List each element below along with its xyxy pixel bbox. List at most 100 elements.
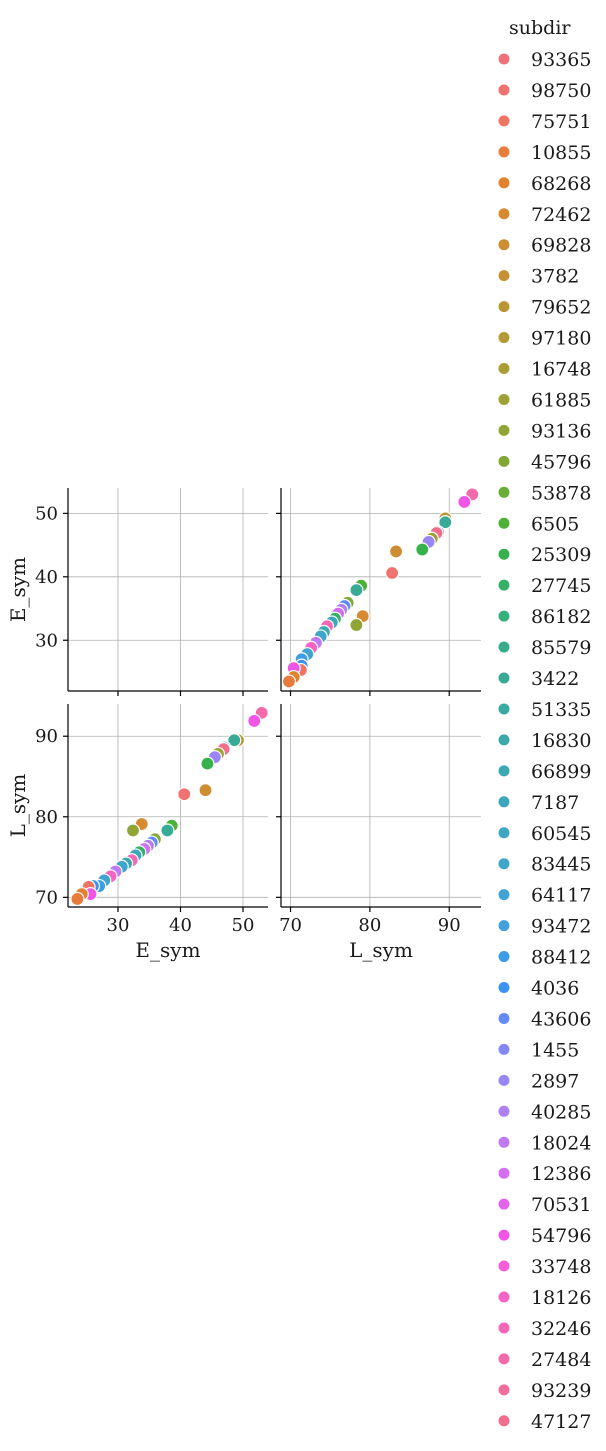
y-axis-label-L_sym: L_sym [6, 774, 30, 838]
legend-marker [498, 827, 510, 839]
legend-item: 16830 [498, 730, 591, 752]
panel-E_sym-vs-E_sym: 30 40 50 [35, 488, 268, 696]
legend-label: 93365 [531, 49, 591, 71]
legend-marker [498, 177, 510, 189]
legend-item: 25309 [498, 544, 591, 566]
legend-label: 69828 [531, 235, 591, 257]
legend-label: 85579 [531, 637, 591, 659]
x-tick-label: 30 [107, 915, 130, 936]
legend-label: 27484 [531, 1349, 591, 1371]
y-axis-label-E_sym: E_sym [6, 557, 30, 622]
legend-marker [498, 672, 510, 684]
legend-item: 43606 [498, 1008, 591, 1030]
legend-item: 72462 [498, 204, 591, 226]
legend-marker [498, 1353, 510, 1365]
legend-label: 2897 [531, 1070, 579, 1092]
legend-item: 70531 [498, 1194, 591, 1216]
legend-marker [498, 1322, 510, 1334]
legend-item: 54796 [498, 1225, 591, 1247]
y-tick-label: 40 [35, 567, 58, 588]
legend-item: 97180 [498, 328, 591, 350]
legend-marker [498, 517, 510, 529]
legend-marker [498, 1384, 510, 1396]
legend-marker [498, 84, 510, 96]
legend-item: 3422 [498, 668, 579, 690]
legend-item: 60545 [498, 823, 591, 845]
y-tick-label: 50 [35, 503, 58, 524]
legend-item: 51335 [498, 699, 591, 721]
legend-marker [498, 393, 510, 405]
legend-item: 93365 [498, 49, 591, 71]
legend-marker [498, 641, 510, 653]
x-axis-label-L_sym: L_sym [349, 938, 413, 962]
legend-item: 85579 [498, 637, 591, 659]
legend-marker [498, 208, 510, 220]
legend-marker [498, 920, 510, 932]
y-tick-label: 90 [35, 726, 58, 747]
legend-label: 6505 [531, 513, 579, 535]
legend-item: 12386 [498, 1163, 591, 1185]
legend-label: 93239 [531, 1380, 591, 1402]
y-tick-label: 70 [35, 887, 58, 908]
legend-marker [498, 548, 510, 560]
scatter-point [227, 733, 242, 748]
legend-marker [498, 332, 510, 344]
legend-item: 53878 [498, 482, 591, 504]
legend-item: 79652 [498, 297, 591, 319]
legend-marker [498, 1012, 510, 1024]
legend-marker [498, 579, 510, 591]
legend-marker [498, 1043, 510, 1055]
legend-label: 16748 [531, 359, 591, 381]
legend-label: 97180 [531, 328, 591, 350]
legend-item: 75751 [498, 111, 591, 133]
legend-label: 33748 [531, 1256, 591, 1278]
legend-marker [498, 951, 510, 963]
legend-label: 64117 [531, 885, 591, 907]
legend-item: 6505 [498, 513, 579, 535]
x-axis-label-E_sym: E_sym [135, 938, 200, 962]
legend-item: 93472 [498, 916, 591, 938]
legend: subdir 93365 98750 75751 10855 68268 72462 6982… [498, 17, 591, 1433]
legend-label: 83445 [531, 854, 591, 876]
scatter-point [198, 783, 213, 798]
legend-item: 68268 [498, 173, 591, 195]
legend-marker [498, 146, 510, 158]
legend-marker [498, 301, 510, 313]
legend-marker [498, 486, 510, 498]
legend-item: 86182 [498, 606, 591, 628]
legend-item: 33748 [498, 1256, 591, 1278]
y-tick-label: 30 [35, 630, 58, 651]
scatter-point [200, 756, 215, 771]
scatter-point [177, 787, 192, 802]
legend-marker [498, 239, 510, 251]
legend-item: 2897 [498, 1070, 579, 1092]
legend-label: 75751 [531, 111, 591, 133]
legend-label: 47127 [531, 1411, 591, 1433]
legend-marker [498, 270, 510, 282]
legend-marker [498, 1136, 510, 1148]
legend-marker [498, 796, 510, 808]
legend-item: 27745 [498, 575, 591, 597]
legend-label: 12386 [531, 1163, 591, 1185]
scatter-point [438, 515, 453, 530]
legend-label: 70531 [531, 1194, 591, 1216]
legend-marker [498, 1415, 510, 1427]
legend-label: 4036 [531, 978, 579, 1000]
legend-label: 18126 [531, 1287, 591, 1309]
legend-label: 60545 [531, 823, 591, 845]
legend-item: 47127 [498, 1411, 591, 1433]
legend-marker [498, 424, 510, 436]
legend-marker [498, 703, 510, 715]
scatter-point [457, 494, 472, 510]
legend-label: 18024 [531, 1132, 591, 1154]
legend-item: 69828 [498, 235, 591, 257]
legend-marker [498, 765, 510, 777]
legend-marker [498, 889, 510, 901]
legend-marker [498, 455, 510, 467]
legend-marker [498, 982, 510, 993]
scatter-point [388, 544, 404, 559]
legend-item: 98750 [498, 80, 591, 102]
x-tick-label: 50 [232, 915, 255, 936]
legend-marker [498, 1291, 510, 1303]
